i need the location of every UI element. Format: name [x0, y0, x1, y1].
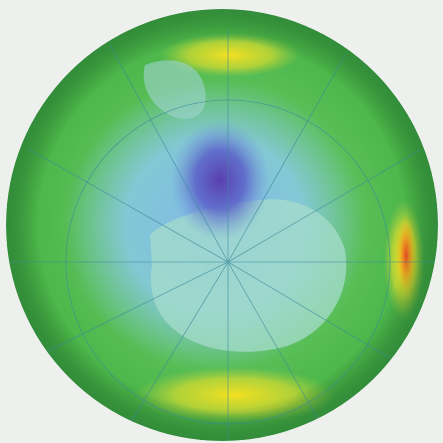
globe-rim: [6, 9, 438, 441]
globe: [6, 9, 438, 441]
meridian: [29, 261, 229, 361]
meridian: [119, 261, 229, 441]
meridian: [227, 261, 331, 441]
meridian: [227, 54, 346, 263]
meridian: [29, 149, 229, 263]
graticule: [6, 30, 438, 441]
meridian: [227, 149, 421, 263]
meridian: [109, 44, 229, 263]
meridian: [227, 261, 411, 371]
